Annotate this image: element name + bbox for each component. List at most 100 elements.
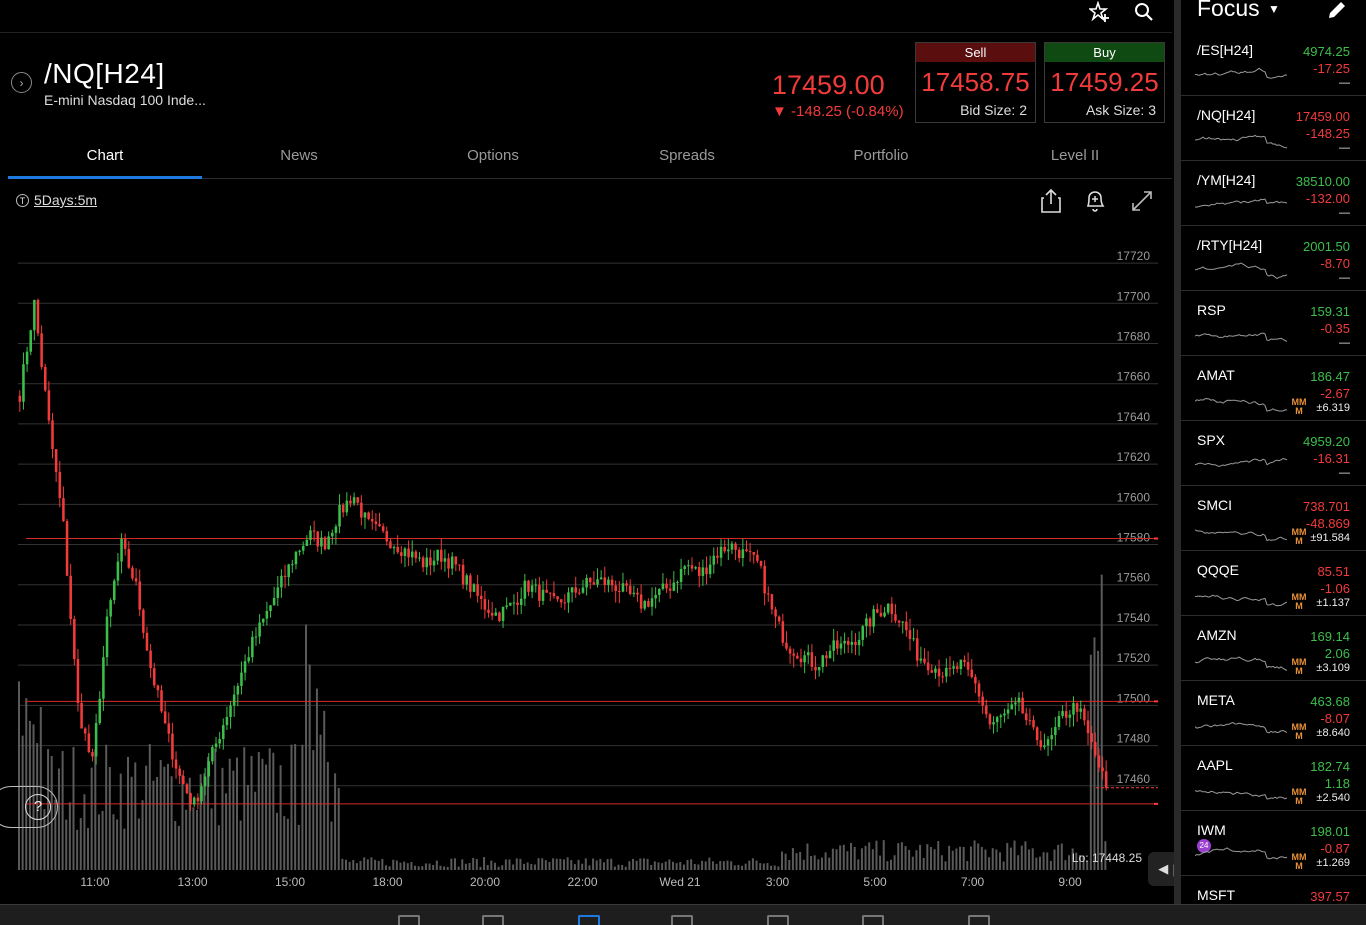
candle-body	[883, 612, 886, 617]
candle-body	[523, 580, 527, 599]
candle-body	[83, 728, 87, 734]
watchlist-item[interactable]: IWM 198.01 -0.87 ±1.269 MM M 24	[1181, 812, 1366, 876]
candle-body	[970, 669, 974, 677]
volume-bar	[820, 857, 823, 870]
alert-bell-icon[interactable]	[1078, 184, 1112, 218]
edit-pencil-icon[interactable]	[1325, 0, 1349, 27]
watchlist-item[interactable]: SMCI 738.701 -48.869 ±91.584 MM M	[1181, 487, 1366, 551]
volume-bar	[672, 861, 674, 870]
volume-bar	[548, 862, 551, 870]
watchlist-item[interactable]: /ES[H24] 4974.25 -17.25—	[1181, 32, 1366, 96]
watchlist-item[interactable]: AMZN 169.14 2.06 ±3.109 MM M	[1181, 617, 1366, 681]
watchlist-item[interactable]: QQQE 85.51 -1.06 ±1.137 MM M	[1181, 552, 1366, 616]
watchlist-symbol: SMCI	[1197, 497, 1232, 513]
volume-bar	[635, 860, 638, 870]
tab-options[interactable]: Options	[467, 147, 519, 164]
watchlist-expected-move: ±2.540	[1316, 792, 1350, 804]
candle-body	[966, 662, 970, 670]
tab-chart[interactable]: Chart	[86, 147, 124, 164]
watchlist-item[interactable]: /NQ[H24] 17459.00 -148.25—	[1181, 97, 1366, 161]
panel-splitter[interactable]	[1174, 0, 1181, 904]
watchlist-item[interactable]: MSFT 397.57	[1181, 877, 1366, 904]
volume-bar	[199, 774, 202, 870]
sparkline-path	[1195, 134, 1287, 149]
fullscreen-icon[interactable]	[1125, 184, 1159, 218]
volume-bar	[984, 849, 987, 870]
watchlist-item[interactable]: /RTY[H24] 2001.50 -8.70—	[1181, 227, 1366, 291]
scroll-left-icon[interactable]: ◀	[1158, 861, 1169, 876]
volume-bar	[377, 860, 380, 870]
watchlist-item[interactable]: RSP 159.31 -0.35—	[1181, 292, 1366, 356]
price-change: ▼ -148.25 (-0.84%)	[772, 103, 904, 120]
volume-bar	[61, 751, 64, 870]
candle-body	[839, 643, 843, 649]
volume-bar	[1078, 855, 1081, 870]
watchlist-change: 2.06	[1324, 646, 1350, 661]
candle-body	[930, 670, 934, 673]
tab-spreads[interactable]: Spreads	[659, 147, 715, 164]
nav-tab-icon[interactable]	[578, 915, 600, 925]
add-to-watchlist-icon[interactable]	[1086, 0, 1114, 24]
nav-tab-icon[interactable]	[862, 915, 884, 925]
tab-portfolio[interactable]: Portfolio	[853, 147, 909, 164]
watchlist-item[interactable]: META 463.68 -8.07 ±8.640 MM M	[1181, 682, 1366, 746]
candle-body	[1035, 727, 1039, 741]
candle-body	[1006, 709, 1010, 714]
tab-level-ii[interactable]: Level II	[1050, 147, 1100, 164]
search-icon[interactable]	[1130, 0, 1158, 24]
nav-tab-icon[interactable]	[482, 915, 504, 925]
volume-bar	[900, 842, 903, 870]
caret-down-icon[interactable]: ▼	[1268, 2, 1280, 16]
help-button[interactable]: ?	[0, 786, 58, 828]
volume-bar	[1038, 856, 1041, 870]
volume-bar	[119, 773, 122, 870]
buy-button[interactable]: Buy 17459.25 Ask Size: 3	[1044, 42, 1165, 123]
volume-bar	[156, 777, 159, 870]
candle-body	[171, 733, 174, 760]
watchlist-item[interactable]: AAPL 182.74 1.18 ±2.540 MM M	[1181, 747, 1366, 811]
nav-tab-icon[interactable]	[767, 915, 789, 925]
candle-body	[501, 606, 505, 621]
candle-body	[974, 676, 977, 684]
candle-body	[105, 616, 109, 658]
watchlist-price: 2001.50	[1303, 239, 1350, 254]
watchlist-item[interactable]: SPX 4959.20 -16.31—	[1181, 422, 1366, 486]
candle-body	[919, 658, 923, 661]
candle-body	[981, 696, 984, 706]
x-tick-label: 15:00	[275, 875, 305, 889]
volume-bar	[991, 848, 994, 870]
y-tick-label: 17640	[1117, 410, 1151, 424]
candle-body	[614, 585, 617, 591]
expand-details-icon[interactable]: ›	[11, 72, 32, 93]
volume-bar	[203, 773, 206, 870]
watchlist-item[interactable]: /YM[H24] 38510.00 -132.00—	[1181, 162, 1366, 226]
candle-body	[458, 564, 461, 566]
nav-tab-icon[interactable]	[968, 915, 990, 925]
candle-body	[897, 620, 901, 623]
tab-news[interactable]: News	[280, 147, 318, 164]
share-icon[interactable]	[1034, 184, 1068, 218]
candle-body	[1064, 711, 1068, 718]
nav-tab-icon[interactable]	[398, 915, 420, 925]
price-chart[interactable]: 17720 17700 17680 17660 17640 17620 17600 17580…	[0, 230, 1172, 900]
nav-tab-icon[interactable]	[671, 915, 693, 925]
watchlist-symbol: AAPL	[1197, 757, 1233, 773]
volume-bar	[196, 809, 199, 870]
candle-body	[647, 601, 650, 607]
candle-body	[352, 497, 356, 504]
volume-bar	[860, 848, 863, 870]
volume-bar	[454, 858, 456, 870]
interval-selector[interactable]: T 5Days:5m	[16, 192, 97, 208]
volume-bar	[657, 862, 660, 870]
sparkline	[1195, 457, 1287, 468]
candle-body	[977, 683, 981, 697]
sell-button[interactable]: Sell 17458.75 Bid Size: 2	[915, 42, 1036, 123]
watchlist-item[interactable]: AMAT 186.47 -2.67 ±6.319 MM M	[1181, 357, 1366, 421]
watchlist-price: 198.01	[1310, 824, 1350, 839]
watchlist-change: 1.18	[1324, 776, 1350, 791]
watchlist-title[interactable]: Focus	[1197, 0, 1260, 21]
candle-body	[1024, 713, 1028, 721]
volume-bar	[944, 861, 947, 870]
volume-bar	[108, 767, 111, 870]
y-tick-label: 17500	[1117, 691, 1151, 705]
